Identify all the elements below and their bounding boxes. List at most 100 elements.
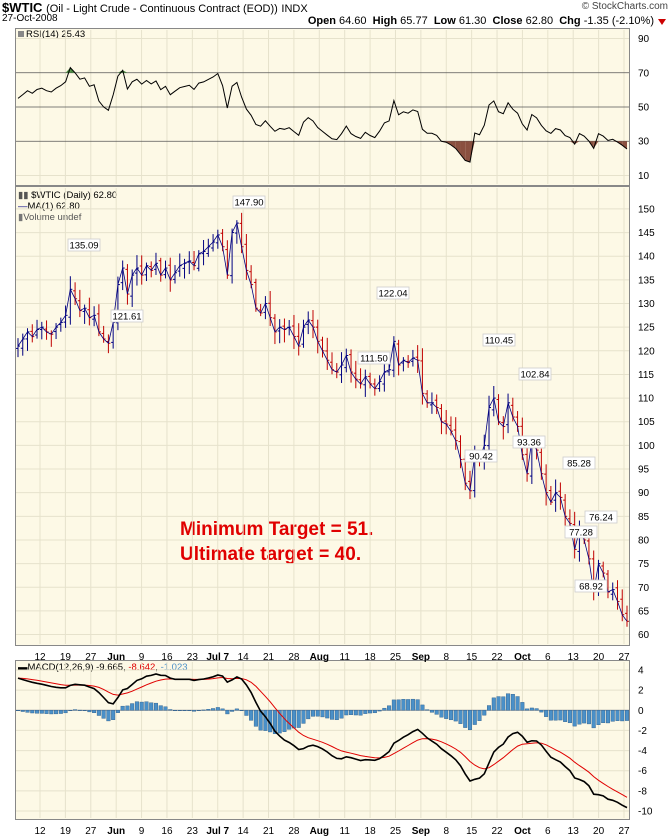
x-tick-label-bottom: 19 — [60, 826, 72, 837]
x-tick-label-bottom: 22 — [491, 826, 503, 837]
price-label-box — [376, 286, 410, 300]
macd-histogram-bar — [572, 710, 577, 727]
x-tick-label: 16 — [161, 652, 173, 663]
macd-histogram-bar — [334, 710, 339, 721]
macd-histogram-bar — [363, 710, 368, 714]
macd-histogram-bar — [353, 710, 358, 716]
macd-histogram-bar — [153, 702, 158, 711]
price-label-box — [574, 579, 608, 593]
macd-histogram-bar — [44, 710, 49, 714]
chg-label: Chg — [559, 15, 581, 27]
price-point-label: 90.42 — [469, 452, 493, 463]
macd-tick-label: 2 — [638, 686, 644, 697]
rsi-tick-label: 30 — [638, 137, 650, 148]
low-value: 61.30 — [458, 15, 487, 27]
x-tick-label: 28 — [288, 652, 300, 663]
price-legend-main: $WTIC (Daily) 62.80 — [31, 190, 118, 201]
macd-histogram-bar — [463, 710, 468, 728]
rsi-tick-label: 90 — [638, 34, 650, 45]
rsi-oversold-fill — [450, 141, 456, 149]
macd-histogram-bar — [125, 705, 130, 711]
macd-tick-label: 0 — [638, 706, 644, 717]
macd-histogram-bar — [320, 710, 325, 718]
macd-histogram-bar — [439, 710, 444, 718]
price-legend-volume: Volume undef — [23, 212, 82, 223]
macd-value-1: -9.665 — [96, 662, 124, 673]
macd-histogram-bar — [25, 710, 30, 713]
chart-date: 27-Oct-2008 — [2, 13, 58, 24]
macd-histogram-bar — [287, 710, 292, 730]
macd-histogram-bar — [520, 702, 525, 711]
macd-histogram-bar — [448, 710, 453, 721]
macd-histogram-bar — [515, 696, 520, 711]
price-point-label: 135.09 — [69, 241, 98, 252]
low-label: Low — [433, 15, 456, 27]
symbol: $WTIC — [2, 0, 43, 15]
price-point-label: 93.36 — [517, 438, 541, 449]
price-panel — [15, 186, 630, 646]
price-tick-label: 140 — [638, 252, 655, 263]
macd-histogram-bar — [249, 710, 254, 721]
credit: © StockCharts.com — [581, 1, 668, 12]
high-label: High — [372, 15, 398, 27]
price-tick-label: 65 — [638, 606, 650, 617]
x-tick-label: Jul 7 — [206, 652, 229, 663]
x-tick-label-bottom: 13 — [568, 826, 580, 837]
macd-histogram-bar — [310, 710, 315, 717]
macd-histogram-bar — [163, 706, 168, 711]
macd-histogram-bar — [211, 708, 216, 711]
x-tick-label-bottom: 8 — [443, 826, 449, 837]
price-tick-label: 95 — [638, 465, 650, 476]
macd-histogram-bar — [339, 710, 344, 719]
x-tick-label-bottom: 11 — [340, 826, 351, 837]
price-label-box — [564, 525, 598, 539]
price-tick-label: 75 — [638, 559, 650, 570]
macd-histogram-bar — [272, 710, 277, 735]
macd-histogram-bar — [315, 710, 320, 717]
price-point-label: 68.92 — [579, 582, 603, 593]
x-tick-label-bottom: 20 — [593, 826, 605, 837]
x-tick-label: 27 — [85, 652, 97, 663]
rsi-label: RSI(14) 25.43 — [18, 29, 85, 40]
rsi-tick-label: 70 — [638, 68, 650, 79]
price-point-label: 102.84 — [520, 370, 549, 381]
macd-histogram-bar — [415, 699, 420, 711]
price-tick-label: 135 — [638, 275, 655, 286]
rsi-tick-label: 10 — [638, 171, 650, 182]
macd-tick-label: -8 — [638, 786, 647, 797]
rsi-line — [17, 66, 628, 163]
macd-histogram-bar — [20, 710, 25, 712]
exchange: INDX — [281, 3, 308, 15]
price-label-box — [518, 367, 552, 381]
price-label-box — [464, 449, 498, 463]
macd-histogram-bar — [453, 710, 458, 722]
close-label: Close — [492, 15, 523, 27]
price-legend: ▮▮ $WTIC (Daily) 62.80 —MA(1) 62.80 ▮Vol… — [18, 190, 118, 223]
rsi-oversold-fill — [622, 141, 627, 150]
x-tick-label: 19 — [60, 652, 72, 663]
price-label-box — [562, 456, 596, 470]
macd-histogram-bar — [77, 709, 82, 711]
price-tick-label: 70 — [638, 583, 650, 594]
macd-histogram-bar — [482, 710, 487, 716]
macd-histogram-bar — [382, 707, 387, 711]
price-tick-label: 145 — [638, 228, 655, 239]
high-value: 65.77 — [400, 15, 428, 27]
price-tick-label: 85 — [638, 512, 650, 523]
symbol-description: (Oil - Light Crude - Continuous Contract… — [46, 3, 278, 15]
macd-histogram-bar — [39, 710, 44, 714]
macd-histogram-bar — [358, 710, 363, 716]
x-tick-label-bottom: Jul 7 — [206, 826, 229, 837]
price-tick-label: 115 — [638, 370, 654, 381]
x-tick-label-bottom: Sep — [412, 826, 430, 837]
macd-histogram-bar — [487, 705, 492, 711]
x-tick-label: 6 — [545, 652, 551, 663]
close-value: 62.80 — [525, 15, 554, 27]
macd-histogram-bar — [206, 709, 211, 711]
rsi-overbought-fill — [122, 70, 128, 73]
macd-value-3: -1.023 — [160, 662, 188, 673]
macd-histogram-bar — [425, 709, 430, 711]
macd-histogram-bar — [177, 710, 182, 712]
macd-histogram-bar — [82, 710, 87, 712]
x-tick-label: Jun — [107, 652, 125, 663]
